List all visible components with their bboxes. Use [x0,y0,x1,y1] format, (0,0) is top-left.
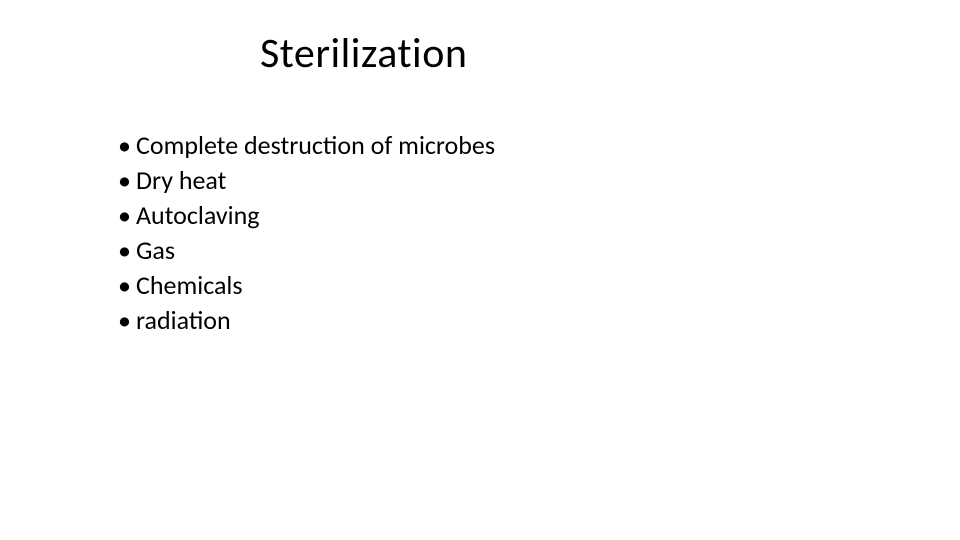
bullet-text: Autoclaving [136,198,259,233]
bullet-icon: • [118,303,136,338]
bullet-icon: • [118,268,136,303]
bullet-text: radiation [136,303,231,338]
bullet-icon: • [118,128,136,163]
bullet-text: Dry heat [136,163,226,198]
bullet-icon: • [118,198,136,233]
bullet-text: Chemicals [136,268,243,303]
slide-title: Sterilization [260,28,467,79]
bullet-icon: • [118,233,136,268]
bullet-text: Gas [136,233,175,268]
list-item: • Dry heat [118,163,495,198]
list-item: • radiation [118,303,495,338]
list-item: • Gas [118,233,495,268]
list-item: • Complete destruction of microbes [118,128,495,163]
list-item: • Chemicals [118,268,495,303]
list-item: • Autoclaving [118,198,495,233]
slide-body: • Complete destruction of microbes • Dry… [118,128,495,339]
slide: Sterilization • Complete destruction of … [0,0,960,540]
bullet-icon: • [118,163,136,198]
bullet-text: Complete destruction of microbes [136,128,495,163]
